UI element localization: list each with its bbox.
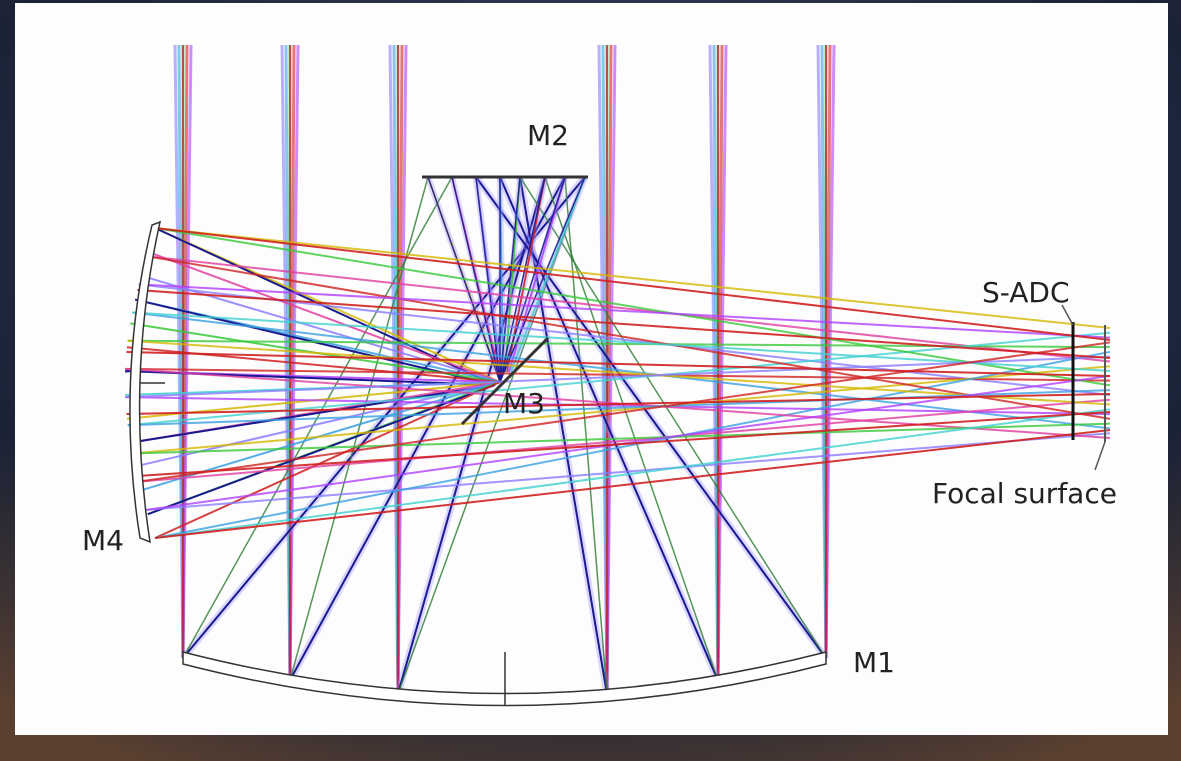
label-m4: M4: [82, 524, 124, 557]
label-m2: M2: [527, 119, 569, 152]
diagram: M2 M3 M4 M1 S-ADC Focal surface: [0, 0, 1181, 761]
page: M2 M3 M4 M1 S-ADC Focal surface (() => {…: [0, 0, 1181, 761]
label-focal-surface: Focal surface: [932, 477, 1117, 510]
label-m3: M3: [503, 387, 545, 420]
label-s-adc: S-ADC: [982, 276, 1070, 309]
label-m1: M1: [853, 646, 895, 679]
